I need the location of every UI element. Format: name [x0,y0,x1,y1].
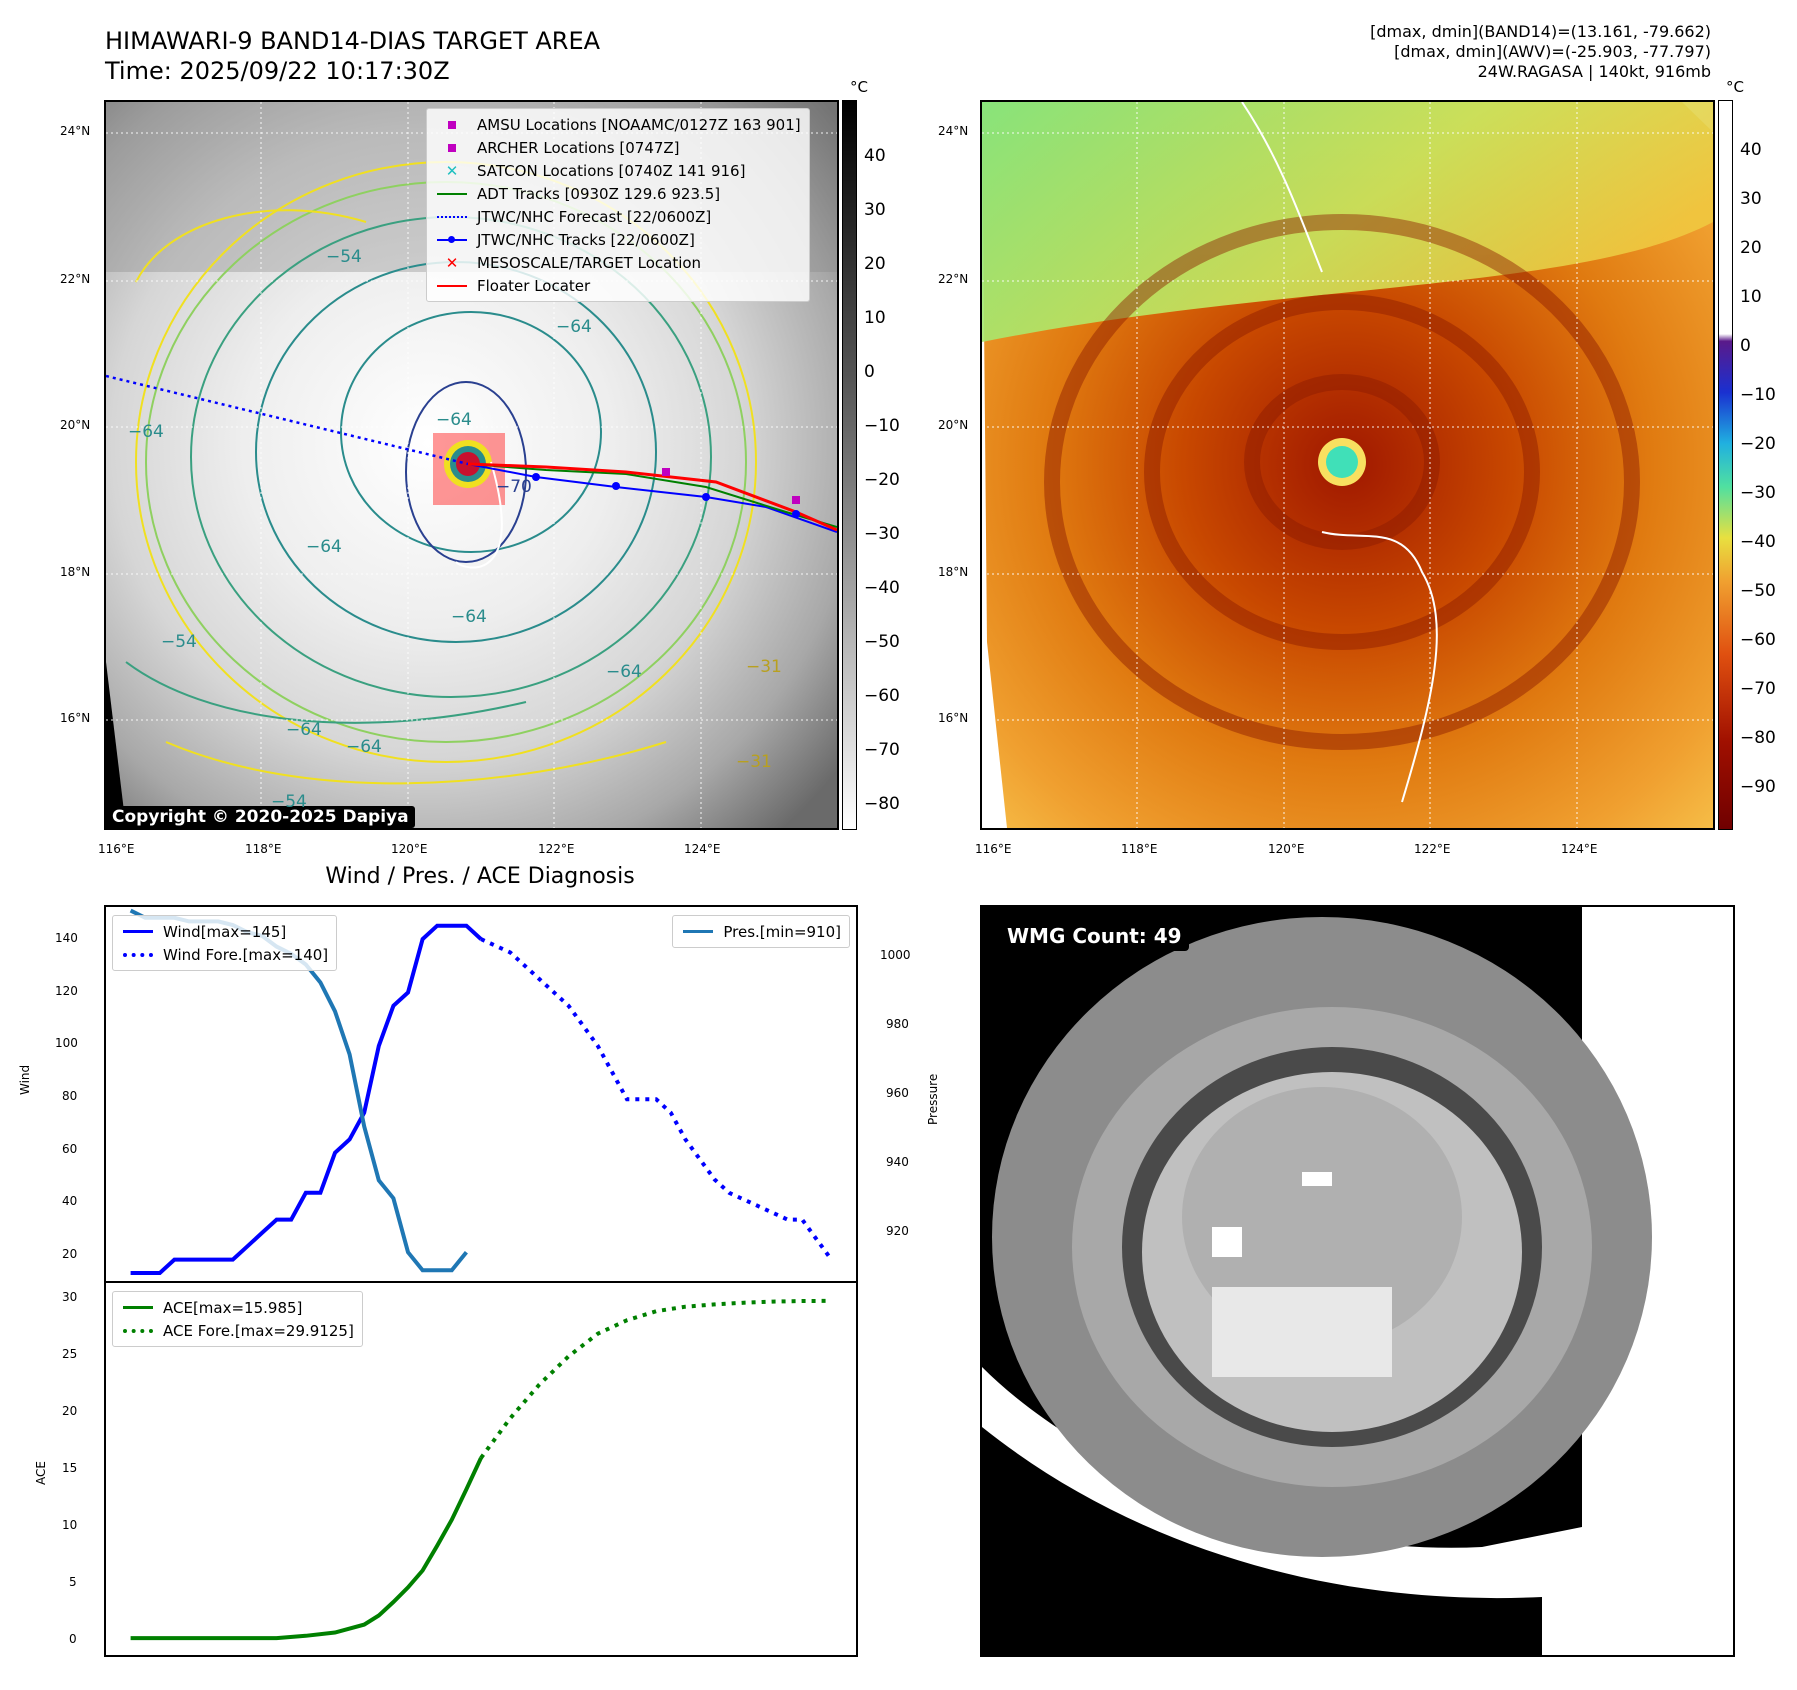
contour-labels: −54 −64 −64 −64 −64 −70 −64 −64 −64 −54 … [128,247,782,812]
left-colorbar [842,100,857,830]
wind-axis-label: Wind [18,1064,32,1095]
x-marker-icon: ✕ [445,253,459,272]
legend-item-mesoscale: ✕ MESOSCALE/TARGET Location [435,251,801,274]
awv-map-panel [980,100,1715,830]
square-marker-icon [448,120,456,129]
storm-metadata: [dmax, dmin](BAND14)=(13.161, -79.662) [… [1370,22,1711,82]
dotted-line-icon [437,215,467,218]
dotted-line-icon [123,952,153,957]
pressure-axis-label: Pressure [926,1073,940,1125]
wmg-count-label: WMG Count: 49 [1000,921,1189,951]
wind-fore-legend-label: Wind Fore.[max=140] [163,945,329,964]
right-colorbar-unit: °C [1726,78,1744,96]
ace-axis-label: ACE [34,1461,48,1485]
wind-legend-label: Wind[max=145] [163,922,287,941]
line-icon [123,1306,153,1309]
ace-series-0 [130,1457,483,1641]
legend-item-adt: ADT Tracks [0930Z 129.6 923.5] [435,182,801,205]
ace-chart: ACE[max=15.985] ACE Fore.[max=29.9125] [104,1281,858,1657]
legend-item-amsu: AMSU Locations [NOAAMC/0127Z 163 901] [435,113,801,136]
ace-plot [130,1298,832,1641]
band14-map-panel: Copyright © 2020-2025 Dapiya AMSU Locati… [104,100,839,830]
wind-legend: Wind[max=145] Wind Fore.[max=140] [112,915,338,971]
x-marker-icon: ✕ [445,161,459,180]
meta-line-3: 24W.RAGASA | 140kt, 916mb [1477,62,1711,81]
wmg-panel: WMG Count: 49 [980,905,1735,1657]
copyright-label: Copyright © 2020-2025 Dapiya [106,806,415,828]
ace-legend: ACE[max=15.985] ACE Fore.[max=29.9125] [112,1291,363,1347]
ace-fore-legend-label: ACE Fore.[max=29.9125] [163,1321,354,1340]
wind-pressure-chart: Wind[max=145] Wind Fore.[max=140] Pres.[… [104,905,858,1283]
right-colorbar [1718,100,1733,830]
map-legend: AMSU Locations [NOAAMC/0127Z 163 901] AR… [426,108,810,302]
ace-legend-label: ACE[max=15.985] [163,1298,303,1317]
line-icon [437,284,467,287]
wind-series-0 [130,923,483,1275]
title-line-1: HIMAWARI-9 BAND14-DIAS TARGET AREA [105,27,601,55]
diagnosis-title: Wind / Pres. / ACE Diagnosis [325,864,635,889]
legend-item-archer: ARCHER Locations [0747Z] [435,136,801,159]
left-colorbar-unit: °C [850,78,868,96]
pressure-legend: Pres.[min=910] [672,915,850,948]
meta-line-2: [dmax, dmin](AWV)=(-25.903, -77.797) [1394,42,1711,61]
pres-legend-label: Pres.[min=910] [723,922,841,941]
line-icon [683,930,714,933]
meta-line-1: [dmax, dmin](BAND14)=(13.161, -79.662) [1370,22,1711,41]
title-line-2: Time: 2025/09/22 10:17:30Z [105,57,450,85]
legend-item-floater: Floater Locater [435,274,801,297]
wmg-image [982,907,1733,1655]
dotted-line-icon [123,1328,153,1333]
page-title: HIMAWARI-9 BAND14-DIAS TARGET AREA Time:… [105,26,600,86]
legend-item-satcon: ✕ SATCON Locations [0740Z 141 916] [435,159,801,182]
legend-item-jtwc-forecast: JTWC/NHC Forecast [22/0600Z] [435,205,801,228]
square-marker-icon [448,143,456,152]
legend-item-jtwc-tracks: JTWC/NHC Tracks [22/0600Z] [435,228,801,251]
line-icon [437,192,467,195]
line-icon [123,930,153,933]
ace-series-1 [479,1298,832,1460]
wind-series-1 [480,937,834,1261]
awv-map-image [982,102,1713,828]
